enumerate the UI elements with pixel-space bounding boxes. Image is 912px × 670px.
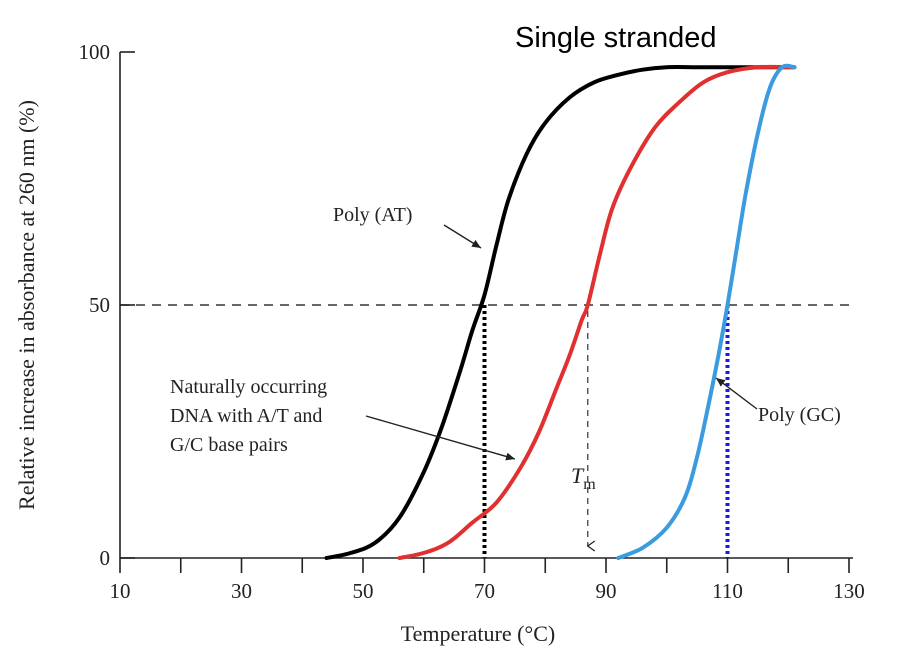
natural-dna-curve [397,64,797,560]
x-tick-label: 70 [474,579,495,603]
y-tick-label: 100 [79,40,111,64]
poly-gc-label: Poly (GC) [758,404,841,426]
reference-lines [120,304,849,558]
annotations: Poly (AT) Naturally occurring DNA with A/T… [170,204,841,493]
tm-label: Tm [571,463,596,493]
x-tick-label: 50 [353,579,374,603]
x-tick-label: 90 [596,579,617,603]
x-tick-label: 110 [712,579,743,603]
axes: 10 30 50 70 90 110 130 0 50 100 [79,40,865,603]
y-tick-label: 0 [100,546,111,570]
chart-title: Single stranded [515,22,717,54]
poly-at-arrow [443,224,482,249]
x-axis-title: Temperature (°C) [401,621,555,646]
y-axis-title: Relative increase in absorbance at 260 n… [14,100,39,510]
natural-dna-label-line: DNA with A/T and [170,405,322,427]
poly-at-label: Poly (AT) [333,204,412,226]
natural-dna-label-line: Naturally occurring [170,376,327,398]
poly-gc-arrow [715,377,758,410]
x-tick-label: 10 [110,579,131,603]
tm-symbol: T [571,463,585,488]
y-tick-label: 50 [89,293,110,317]
poly-at-curve [324,65,797,560]
data-series [324,63,797,560]
poly-gc-curve [616,63,797,560]
tm-subscript: m [583,476,596,493]
x-tick-label: 30 [231,579,252,603]
natural-dna-arrow [365,415,516,461]
natural-dna-label-line: G/C base pairs [170,434,288,456]
x-tick-label: 130 [833,579,865,603]
